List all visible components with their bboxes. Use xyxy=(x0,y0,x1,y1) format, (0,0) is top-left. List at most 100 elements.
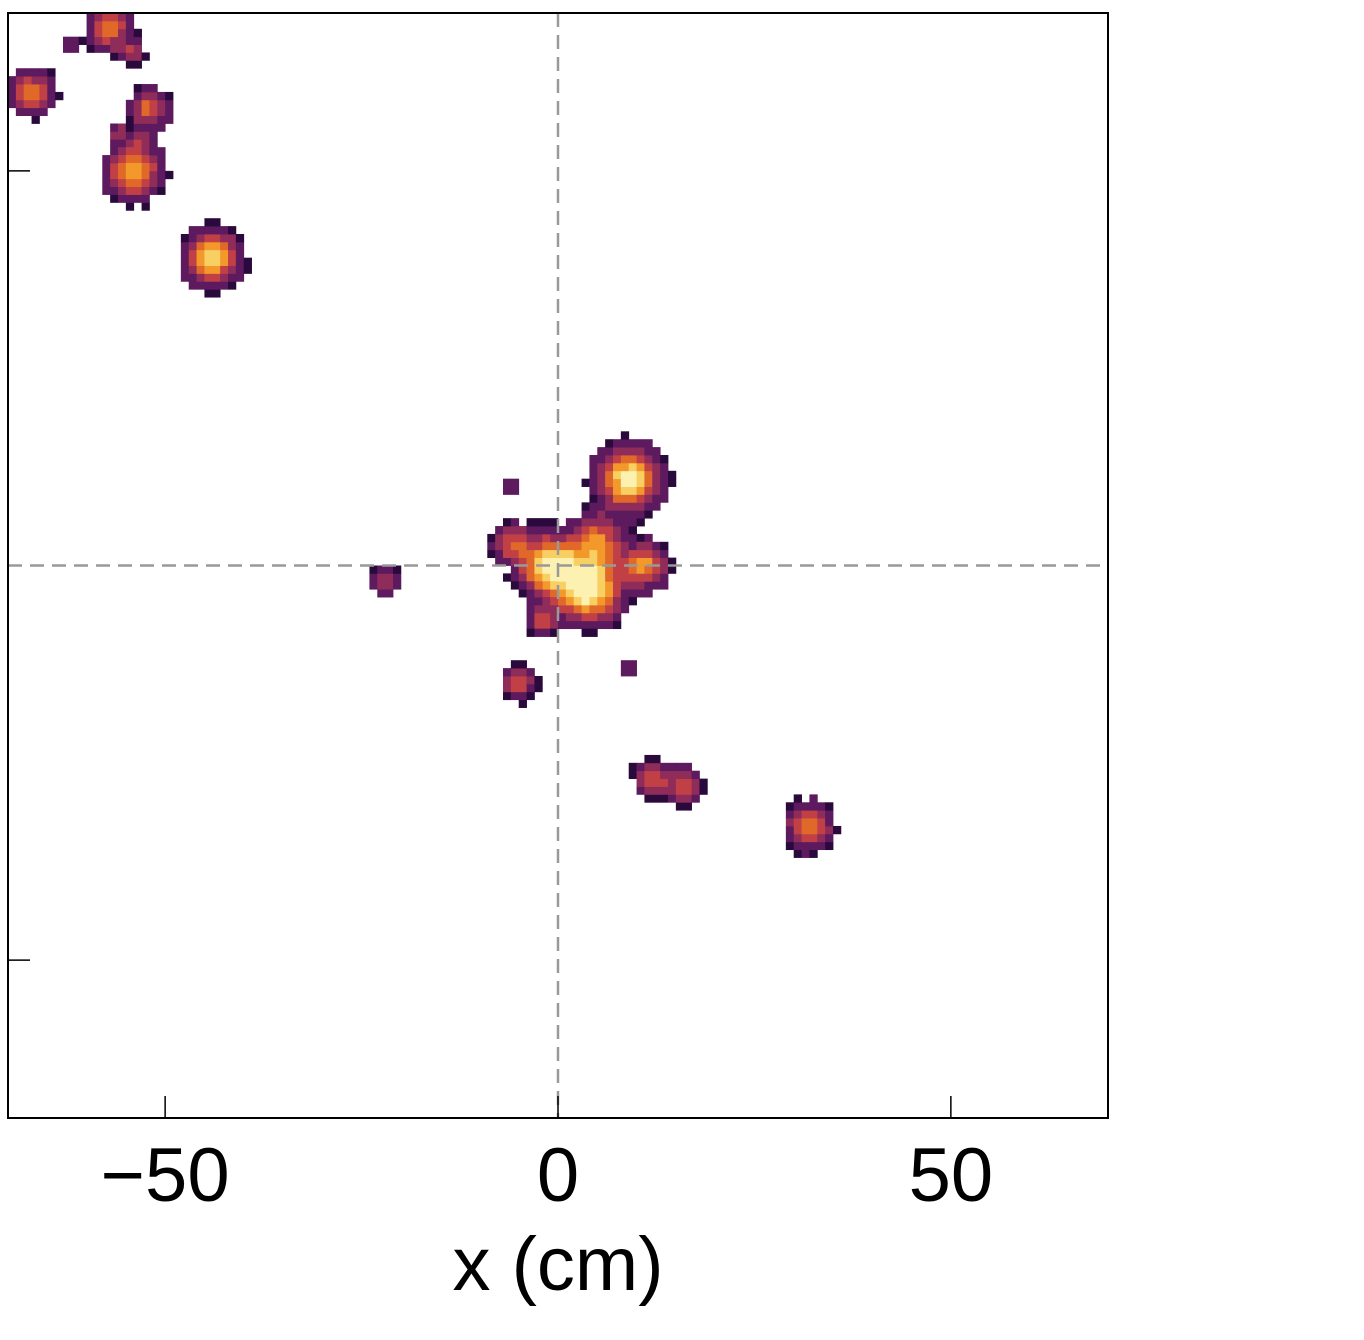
heatmap-cell xyxy=(125,186,135,195)
heatmap-cell xyxy=(188,241,197,251)
heatmap-cell xyxy=(636,533,645,543)
heatmap-cell xyxy=(503,486,512,495)
heatmap-cell xyxy=(385,573,394,582)
heatmap-cell xyxy=(188,265,197,274)
heatmap-cell xyxy=(605,447,614,456)
heatmap-cell xyxy=(668,794,677,803)
heatmap-cell xyxy=(110,147,119,156)
heatmap-cell xyxy=(157,162,166,172)
heatmap-cell xyxy=(550,581,559,590)
heatmap-cell xyxy=(369,573,378,582)
heatmap-cell xyxy=(581,565,590,574)
y-axis-ticks xyxy=(8,170,30,961)
heatmap-cell xyxy=(636,786,645,795)
heatmap-cell xyxy=(605,581,614,590)
heatmap-cell xyxy=(785,802,795,811)
heatmap-cell xyxy=(102,170,111,180)
heatmap-cell xyxy=(157,155,166,164)
heatmap-cell xyxy=(102,186,111,195)
heatmap-cell xyxy=(573,573,582,582)
heatmap-cell xyxy=(526,676,535,685)
heatmap-cell xyxy=(581,549,590,558)
heatmap-cell xyxy=(157,170,166,180)
heatmap-cell xyxy=(636,778,645,787)
heatmap-cell xyxy=(125,60,135,69)
heatmap-cell xyxy=(589,462,598,472)
heatmap-cell xyxy=(605,510,614,519)
heatmap-cell xyxy=(196,265,205,274)
heatmap-cell xyxy=(652,478,661,487)
heatmap-cell xyxy=(110,36,119,45)
heatmap-cell xyxy=(605,526,614,535)
heatmap-cell xyxy=(212,218,221,227)
heatmap-cell xyxy=(652,786,661,795)
heatmap-cell xyxy=(660,557,669,566)
heatmap-cell xyxy=(605,589,614,598)
heatmap-cell xyxy=(793,849,802,858)
heatmap-cell xyxy=(636,581,645,590)
heatmap-cell xyxy=(675,762,685,772)
heatmap-cell xyxy=(220,273,229,282)
heatmap-cell xyxy=(636,573,645,582)
heatmap-cell xyxy=(589,589,598,598)
heatmap-cell xyxy=(636,494,645,503)
heatmap-cell xyxy=(581,518,590,527)
heatmap-cell xyxy=(683,762,692,772)
heatmap-cell xyxy=(220,226,229,235)
heatmap-cell xyxy=(534,604,543,614)
heatmap-cell xyxy=(644,439,653,448)
heatmap-cell xyxy=(825,818,834,827)
heatmap-cell xyxy=(683,786,692,795)
heatmap-cell xyxy=(102,44,111,53)
heatmap-cell xyxy=(644,447,653,456)
heatmap-cell xyxy=(652,455,661,464)
heatmap-cell xyxy=(141,162,150,172)
heatmap-cell xyxy=(660,478,669,487)
heatmap-cell xyxy=(605,573,614,582)
heatmap-cell xyxy=(15,99,25,109)
heatmap-cell xyxy=(23,84,32,93)
heatmap-cell xyxy=(809,825,818,835)
x-axis-label: x (cm) xyxy=(452,1222,663,1307)
heatmap-cell xyxy=(605,604,614,614)
heatmap-cell xyxy=(668,778,677,787)
heatmap-cell xyxy=(510,565,520,574)
heatmap-cell xyxy=(196,241,205,251)
heatmap-cell xyxy=(550,533,559,543)
heatmap-cell xyxy=(581,478,590,487)
heatmap-cell xyxy=(125,178,135,188)
heatmap-cell xyxy=(636,455,645,464)
heatmap-cell xyxy=(636,549,645,558)
heatmap-cell xyxy=(597,604,606,614)
heatmap-cell xyxy=(660,565,669,574)
heatmap-cell xyxy=(526,565,535,574)
heatmap-cell xyxy=(581,620,590,630)
heatmap-cell xyxy=(660,794,669,803)
heatmap-cell xyxy=(620,581,630,590)
heatmap-cell xyxy=(825,833,834,843)
heatmap-cell xyxy=(518,676,527,685)
heatmap-cell xyxy=(165,115,174,124)
heatmap-cell xyxy=(70,36,80,45)
heatmap-cell xyxy=(518,526,527,535)
heatmap-cell xyxy=(86,36,95,45)
heatmap-cell xyxy=(204,226,213,235)
heatmap-cell xyxy=(620,447,630,456)
heatmap-cell xyxy=(620,478,630,487)
heatmap-cell xyxy=(652,541,661,551)
heatmap-cell xyxy=(110,186,119,195)
heatmap-cell xyxy=(118,36,127,45)
heatmap-cell xyxy=(149,186,158,195)
heatmap-cell xyxy=(542,518,551,527)
heatmap-cell xyxy=(133,131,142,140)
heatmap-cell xyxy=(118,194,127,203)
heatmap-cell xyxy=(47,84,56,93)
heatmap-cell xyxy=(503,518,512,527)
heatmap-cell xyxy=(644,581,653,590)
heatmap-cell xyxy=(503,541,512,551)
heatmap-cell xyxy=(141,123,150,132)
heatmap-cell xyxy=(636,565,645,574)
heatmap-cell xyxy=(660,455,669,464)
heatmap-cell xyxy=(15,84,25,93)
heatmap-cell xyxy=(141,91,150,101)
